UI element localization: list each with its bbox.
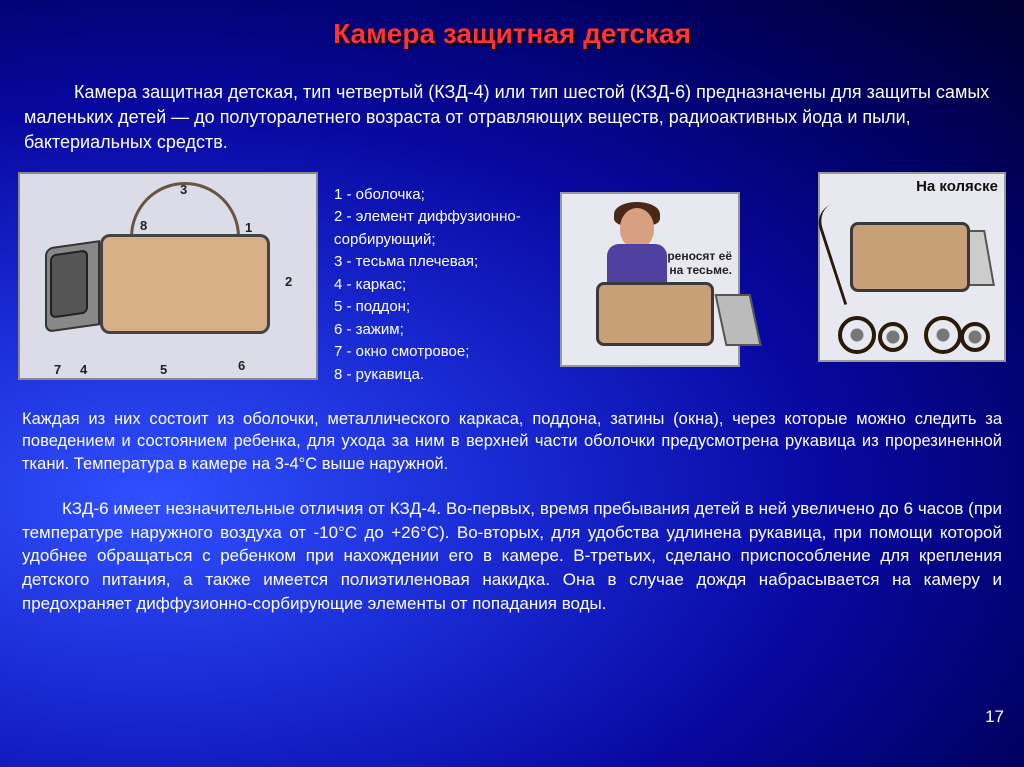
diagram-label-8: 8 <box>140 218 147 233</box>
legend-item: 3 - тесьма плечевая; <box>334 251 544 274</box>
diagram-label-1: 1 <box>245 220 252 235</box>
paragraph-differences: КЗД-6 имеет незначительные отличия от КЗ… <box>0 475 1024 616</box>
diagram-label-6: 6 <box>238 358 245 373</box>
carry-figure: Переносят её на тесьме. <box>560 192 740 367</box>
chamber-drawing <box>80 224 270 344</box>
legend-item: 2 - элемент диффузионно-сорбирующий; <box>334 206 544 251</box>
page-number: 17 <box>985 707 1004 727</box>
diagram-figure: 1 2 3 4 5 6 7 8 <box>18 172 318 380</box>
paragraph-composition: Каждая из них состоит из оболочки, метал… <box>0 386 1024 475</box>
carry-side-panel <box>714 294 761 346</box>
wheel-icon <box>838 316 876 354</box>
legend-item: 8 - рукавица. <box>334 364 544 387</box>
slide-title: Камера защитная детская <box>0 0 1024 50</box>
view-window <box>50 249 88 318</box>
carry-chamber <box>596 282 714 346</box>
diagram-label-3: 3 <box>180 182 187 197</box>
middle-row: 1 2 3 4 5 6 7 8 1 - оболочка; 2 - элемен… <box>0 166 1024 387</box>
wheel-icon <box>960 322 990 352</box>
wheel-icon <box>878 322 908 352</box>
legend-item: 4 - каркас; <box>334 274 544 297</box>
intro-paragraph: Камера защитная детская, тип четвертый (… <box>0 50 1024 166</box>
legend-item: 5 - поддон; <box>334 296 544 319</box>
diagram-label-2: 2 <box>285 274 292 289</box>
chamber-body <box>100 234 270 334</box>
intro-text: Камера защитная детская, тип четвертый (… <box>24 82 989 152</box>
diagram-label-4: 4 <box>80 362 87 377</box>
wheel-icon <box>924 316 962 354</box>
diagram-label-7: 7 <box>54 362 61 377</box>
stroller-chamber <box>850 222 970 292</box>
legend-item: 7 - окно смотровое; <box>334 341 544 364</box>
diagram-label-5: 5 <box>160 362 167 377</box>
person-head <box>620 208 654 248</box>
carry-caption-line2: на тесьме. <box>669 263 732 277</box>
para3-text: КЗД-6 имеет незначительные отличия от КЗ… <box>22 499 1002 613</box>
legend-item: 6 - зажим; <box>334 319 544 342</box>
parts-legend: 1 - оболочка; 2 - элемент диффузионно-со… <box>334 172 544 387</box>
stroller-figure: На коляске <box>818 172 1006 362</box>
stroller-caption: На коляске <box>820 178 998 195</box>
legend-item: 1 - оболочка; <box>334 184 544 207</box>
